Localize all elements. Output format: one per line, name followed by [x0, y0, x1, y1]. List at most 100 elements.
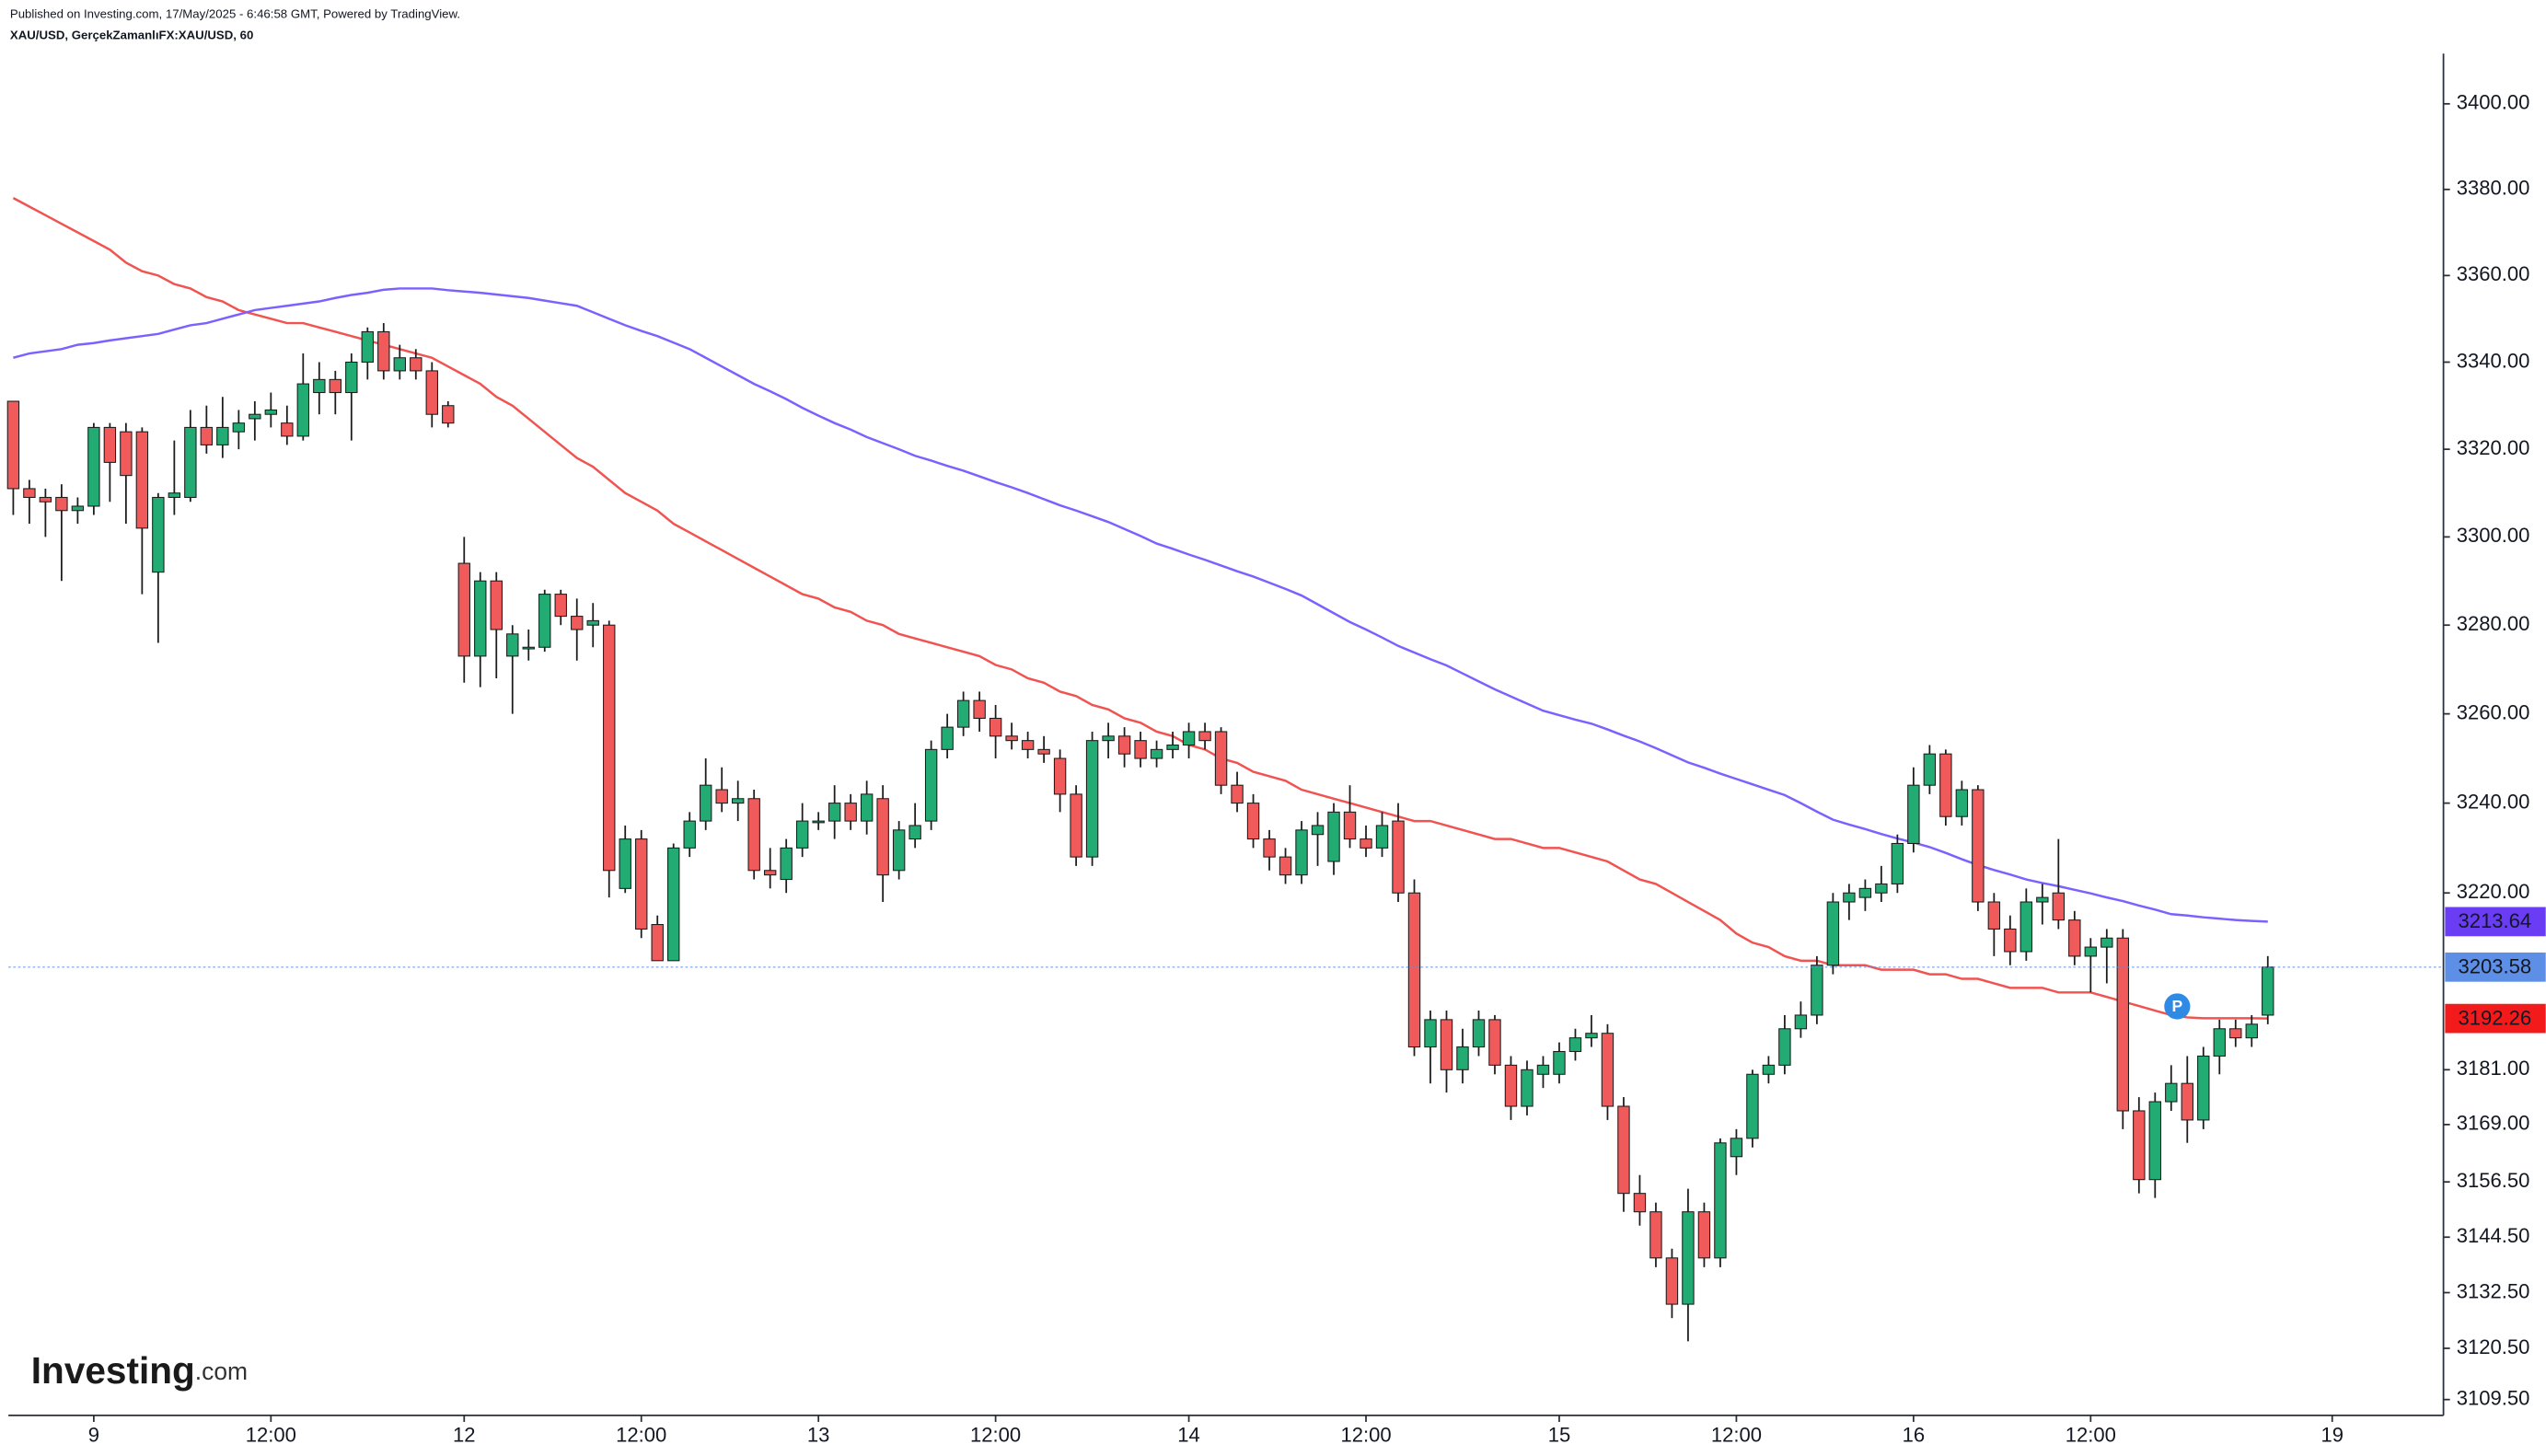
- candle-body: [457, 562, 470, 657]
- candle-body: [1360, 838, 1372, 849]
- candle-body: [1794, 1014, 1808, 1030]
- candle-body: [619, 838, 631, 889]
- candle-body: [1182, 731, 1196, 746]
- y-tick-label: 3181.00: [2457, 1057, 2530, 1080]
- event-marker: [2164, 993, 2191, 1020]
- candle-body: [1697, 1211, 1711, 1259]
- x-tick-label: 12:00: [2066, 1424, 2116, 1447]
- candle-body: [844, 803, 857, 822]
- candle-body: [1456, 1046, 1469, 1070]
- candle-body: [538, 594, 551, 648]
- candle-body: [1858, 887, 1872, 898]
- candle-body: [924, 748, 938, 822]
- candle-body: [941, 726, 954, 750]
- candle-body: [1617, 1105, 1630, 1195]
- x-tick-label: 12:00: [246, 1424, 296, 1447]
- candle-body: [1085, 740, 1099, 858]
- candle-body: [1682, 1211, 1695, 1305]
- candle-body: [313, 378, 326, 394]
- candle-body: [71, 505, 85, 512]
- candle-body: [586, 619, 599, 626]
- candle-body: [747, 798, 760, 872]
- candle-body: [1343, 811, 1357, 840]
- candle-body: [377, 330, 390, 372]
- candle-body: [667, 847, 680, 962]
- candle-body: [1070, 793, 1082, 858]
- candle-body: [1987, 901, 2001, 930]
- candle-body: [2181, 1082, 2193, 1121]
- candle-body: [2068, 919, 2081, 957]
- candle-body: [700, 784, 712, 822]
- candle-body: [232, 422, 246, 433]
- candle-body: [1762, 1064, 1776, 1075]
- candle-body: [474, 580, 487, 657]
- x-tick-label: 12: [453, 1424, 476, 1447]
- x-tick-label: 15: [1548, 1424, 1571, 1447]
- candle-body: [135, 431, 149, 529]
- candle-body: [1875, 883, 1888, 894]
- candle-body: [973, 699, 986, 719]
- candle-body: [1811, 965, 1823, 1016]
- x-tick-label: 13: [807, 1424, 830, 1447]
- candle-body: [860, 793, 874, 822]
- candle-body: [715, 789, 728, 804]
- candle-body: [1826, 901, 1840, 966]
- candle-body: [442, 405, 455, 424]
- candle-body: [554, 594, 567, 618]
- candle-body: [1295, 829, 1308, 876]
- candle-body: [1327, 811, 1340, 862]
- candle-body: [1375, 825, 1389, 849]
- candle-body: [1407, 892, 1421, 1048]
- candle-body: [345, 361, 358, 394]
- candle-body: [1843, 892, 1856, 903]
- x-tick-label: 19: [2320, 1424, 2343, 1447]
- y-tick-label: 3156.50: [2457, 1169, 2530, 1192]
- price-badge-label: 3203.58: [2458, 955, 2531, 978]
- candle-body: [522, 646, 535, 650]
- candle-body: [1053, 757, 1067, 795]
- y-tick-label: 3340.00: [2457, 349, 2530, 372]
- y-tick-label: 3132.50: [2457, 1279, 2530, 1302]
- candle-body: [1150, 748, 1163, 759]
- candle-body: [2100, 937, 2113, 948]
- candle-body: [1553, 1050, 1566, 1075]
- y-tick-label: 3144.50: [2457, 1224, 2530, 1247]
- moving-average-line: [13, 287, 2268, 923]
- y-tick-label: 3240.00: [2457, 790, 2530, 813]
- candle-body: [731, 798, 745, 804]
- candle-body: [2019, 901, 2033, 953]
- y-tick-label: 3280.00: [2457, 612, 2530, 635]
- price-badge: [2445, 907, 2546, 937]
- logo-name: Investing: [31, 1349, 195, 1392]
- candle-body: [683, 820, 696, 849]
- candle-body: [2133, 1110, 2146, 1181]
- candle-body: [2245, 1023, 2258, 1039]
- candle-body: [393, 357, 406, 372]
- candle-body: [1311, 825, 1325, 836]
- published-note: Published on Investing.com, 17/May/2025 …: [10, 6, 460, 20]
- candle-body: [571, 616, 584, 630]
- candle-body: [2052, 892, 2066, 921]
- candle-body: [264, 409, 278, 415]
- candle-body: [1488, 1019, 1501, 1066]
- candle-body: [2229, 1028, 2242, 1039]
- x-tick-label: 12:00: [1711, 1424, 1762, 1447]
- candle-body: [410, 357, 422, 372]
- candle-body: [827, 803, 841, 822]
- candle-body: [2165, 1082, 2178, 1103]
- candle-body: [1117, 735, 1131, 755]
- candle-body: [1521, 1069, 1533, 1107]
- candle-body: [490, 580, 503, 630]
- candle-body: [39, 496, 52, 503]
- candle-body: [1714, 1142, 1727, 1259]
- candle-body: [2004, 928, 2017, 953]
- y-tick-label: 3120.50: [2457, 1335, 2530, 1358]
- candle-body: [1504, 1064, 1518, 1107]
- candle-body: [2084, 946, 2098, 957]
- candle-body: [152, 496, 165, 573]
- candle-body: [780, 847, 793, 881]
- x-tick-label: 12:00: [616, 1424, 666, 1447]
- candle-body: [1568, 1037, 1582, 1053]
